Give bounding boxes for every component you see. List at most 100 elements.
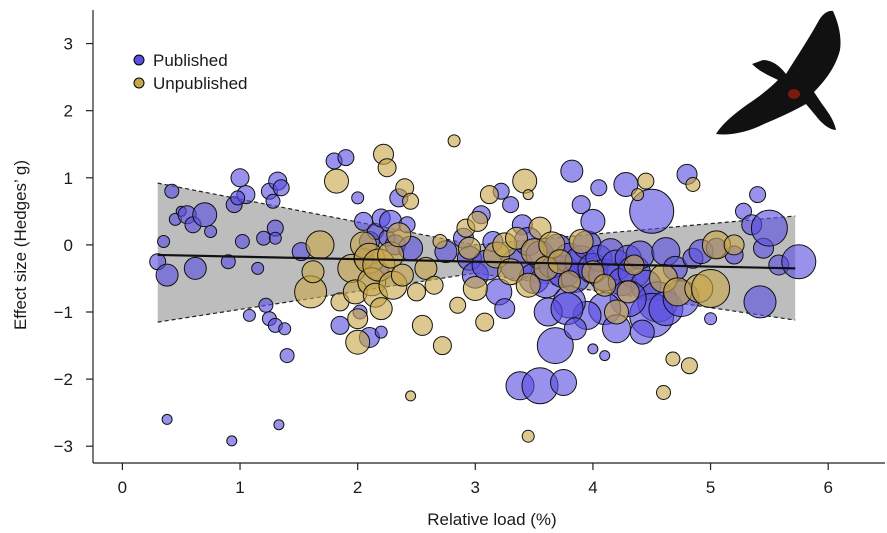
point-published — [330, 315, 350, 335]
point-published — [580, 208, 606, 234]
y-tick-label: 3 — [64, 35, 73, 54]
point-published — [560, 159, 584, 183]
point-unpublished — [457, 236, 481, 260]
legend: Published Unpublished — [133, 51, 248, 93]
point-published — [164, 183, 180, 199]
point-unpublished — [505, 226, 528, 250]
bird-wing-patch — [788, 89, 800, 99]
y-tick-label: 1 — [64, 169, 73, 188]
scatter-points — [149, 134, 817, 447]
x-tick-label: 0 — [118, 478, 127, 497]
x-tick-label: 1 — [235, 478, 244, 497]
point-published — [374, 325, 388, 339]
point-published — [599, 350, 611, 362]
point-unpublished — [369, 297, 393, 321]
point-published — [502, 196, 520, 214]
point-unpublished — [680, 357, 698, 375]
point-unpublished — [604, 299, 629, 325]
point-published — [155, 263, 179, 287]
y-tick-label: −2 — [54, 370, 73, 389]
point-unpublished — [637, 172, 655, 190]
point-published — [351, 191, 365, 205]
regression-fit — [157, 253, 796, 270]
legend-label-published: Published — [153, 51, 228, 70]
point-published — [494, 298, 516, 320]
point-unpublished — [547, 249, 573, 275]
x-tick-label: 2 — [353, 478, 362, 497]
point-published — [590, 179, 608, 197]
point-published — [157, 235, 171, 248]
point-unpublished — [345, 329, 371, 355]
y-tick-label: 2 — [64, 102, 73, 121]
point-unpublished — [386, 222, 412, 248]
point-unpublished — [479, 185, 499, 205]
point-unpublished — [402, 192, 420, 210]
x-axis-title: Relative load (%) — [427, 510, 556, 529]
point-published — [279, 348, 295, 364]
point-unpublished — [522, 189, 534, 201]
point-unpublished — [475, 312, 495, 332]
point-published — [563, 317, 587, 341]
point-unpublished — [685, 177, 701, 192]
x-tick-label: 3 — [471, 478, 480, 497]
point-published — [183, 256, 207, 280]
point-unpublished — [515, 272, 541, 298]
point-unpublished — [447, 134, 461, 148]
point-unpublished — [432, 336, 452, 356]
point-published — [536, 327, 574, 365]
point-published — [161, 413, 173, 425]
point-published — [587, 343, 599, 355]
point-published — [781, 244, 817, 280]
point-unpublished — [656, 385, 671, 400]
point-unpublished — [305, 230, 335, 260]
y-tick-label: −1 — [54, 303, 73, 322]
point-unpublished — [424, 275, 444, 295]
point-unpublished — [407, 282, 426, 302]
point-unpublished — [324, 168, 349, 194]
point-published — [230, 190, 246, 206]
point-published — [226, 435, 238, 447]
point-unpublished — [467, 210, 489, 232]
y-tick-label: −3 — [54, 437, 73, 456]
point-published — [251, 261, 265, 275]
point-published — [278, 322, 292, 336]
point-unpublished — [691, 269, 731, 308]
point-published — [629, 319, 655, 345]
point-published — [749, 186, 767, 204]
point-unpublished — [432, 234, 448, 249]
x-tick-label: 6 — [823, 478, 832, 497]
point-published — [268, 231, 282, 245]
point-published — [272, 179, 290, 197]
point-unpublished — [593, 273, 617, 297]
point-published — [273, 419, 285, 431]
x-tick-label: 5 — [706, 478, 715, 497]
point-unpublished — [414, 256, 438, 280]
point-published — [613, 172, 639, 197]
point-unpublished — [568, 229, 594, 254]
point-published — [258, 297, 274, 313]
y-axis-title: Effect size (Hedges’ g) — [11, 160, 30, 330]
point-published — [743, 285, 777, 319]
bird-body — [716, 10, 841, 135]
point-published — [220, 254, 236, 270]
point-unpublished — [665, 351, 681, 367]
legend-label-unpublished: Unpublished — [153, 74, 248, 93]
legend-marker-unpublished — [133, 77, 145, 89]
point-published — [230, 168, 250, 188]
point-unpublished — [301, 260, 325, 284]
point-unpublished — [557, 270, 581, 294]
point-published — [256, 230, 272, 246]
y-tick-label: 0 — [64, 236, 73, 255]
point-unpublished — [347, 308, 369, 330]
legend-marker-published — [133, 54, 145, 66]
point-unpublished — [723, 234, 745, 256]
point-unpublished — [390, 263, 414, 287]
x-tick-label: 4 — [588, 478, 597, 497]
point-unpublished — [449, 296, 467, 314]
point-unpublished — [512, 168, 538, 194]
point-unpublished — [462, 276, 488, 301]
point-unpublished — [631, 188, 645, 202]
regression-line — [157, 253, 796, 270]
point-unpublished — [405, 390, 417, 402]
point-published — [750, 209, 788, 247]
